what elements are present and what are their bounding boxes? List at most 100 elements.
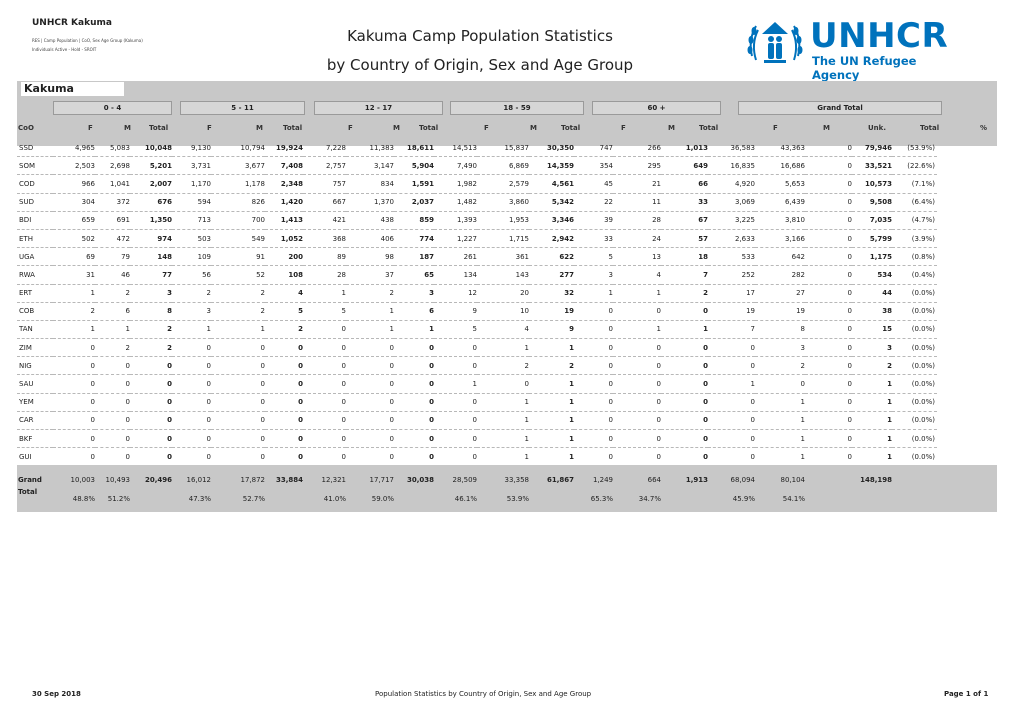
value-cell: 503 [172, 229, 211, 249]
value-cell: 774 [394, 229, 434, 249]
value-cell: 691 [95, 211, 130, 230]
value-cell: 2 [211, 302, 265, 321]
value-cell: 700 [211, 211, 265, 230]
value-cell: 10,794 [211, 139, 265, 158]
value-cell: 0 [574, 429, 613, 449]
value-cell: 966 [53, 174, 95, 194]
title-line-2: by Country of Origin, Sex and Age Group [326, 56, 634, 74]
value-cell: 252 [708, 265, 755, 285]
grand-total-percent: 34.7% [638, 495, 661, 503]
percent-cell: (0.0%) [892, 447, 937, 467]
percent-cell: (0.0%) [892, 429, 937, 449]
value-cell: 11 [613, 193, 661, 212]
country-code-cell: SOM [17, 156, 53, 176]
value-cell: 33 [661, 193, 708, 212]
value-cell: 1,175 [852, 247, 892, 267]
value-cell: 3,166 [755, 229, 805, 249]
value-cell: 1 [53, 320, 95, 340]
grand-total-value: 10,493 [105, 476, 131, 484]
table-row: SOM 2,503 2,698 5,201 3,731 3,677 7,408 2,757 3,… [17, 156, 937, 176]
value-cell: 0 [303, 374, 346, 394]
value-cell: 66 [661, 174, 708, 194]
value-cell: 27 [755, 284, 805, 303]
value-cell: 69 [53, 247, 95, 267]
value-cell: 6,869 [477, 156, 529, 176]
value-cell: 0 [95, 356, 130, 376]
grand-total-label-line2: Total [18, 488, 38, 496]
value-cell: 1 [477, 429, 529, 449]
value-cell: 3,346 [529, 211, 574, 230]
value-cell: 659 [53, 211, 95, 230]
country-code-cell: BDI [17, 211, 53, 230]
percent-cell: (4.7%) [892, 211, 937, 230]
value-cell: 0 [172, 356, 211, 376]
value-cell: 2 [852, 356, 892, 376]
value-cell: 0 [434, 429, 477, 449]
table-row: TAN 1 1 2 1 1 2 0 1 1 5 4 9 0 1 1 7 8 0 15 (0.0%) [17, 320, 937, 340]
table-row: SUD 304 372 676 594 826 1,420 667 1,370 2,037 1,48… [17, 193, 937, 212]
value-cell: 4,920 [708, 174, 755, 194]
value-cell: 33 [574, 229, 613, 249]
value-cell: 0 [172, 338, 211, 358]
value-cell: 0 [805, 447, 852, 467]
value-cell: 0 [805, 139, 852, 158]
table-row: YEM 0 0 0 0 0 0 0 0 0 0 1 1 0 0 0 0 1 0 1 (0.0%) [17, 393, 937, 412]
value-cell: 277 [529, 265, 574, 285]
value-cell: 57 [661, 229, 708, 249]
value-cell: 0 [95, 411, 130, 431]
grand-total-value: 12,321 [321, 476, 347, 484]
country-code-cell: COB [17, 302, 53, 321]
col-header-coo: CoO [18, 124, 34, 132]
value-cell: 0 [211, 393, 265, 412]
value-cell: 0 [613, 374, 661, 394]
grand-total-value: 10,003 [70, 476, 96, 484]
value-cell: 5,653 [755, 174, 805, 194]
value-cell: 0 [172, 374, 211, 394]
value-cell: 0 [53, 447, 95, 467]
value-cell: 1 [394, 320, 434, 340]
col-header-f: F [348, 124, 353, 132]
value-cell: 8 [755, 320, 805, 340]
group-header-0-4: 0 - 4 [53, 101, 172, 115]
value-cell: 13 [613, 247, 661, 267]
value-cell: 0 [661, 393, 708, 412]
value-cell: 1 [529, 374, 574, 394]
value-cell: 0 [394, 429, 434, 449]
col-header-f: F [207, 124, 212, 132]
value-cell: 0 [394, 447, 434, 467]
footer-page-number: Page 1 of 1 [944, 690, 989, 698]
page-title: Kakuma Camp Population Statistics by Cou… [280, 22, 680, 80]
value-cell: 757 [303, 174, 346, 194]
table-row: UGA 69 79 148 109 91 200 89 98 187 261 361 622 5 13 18 5… [17, 247, 937, 267]
grand-total-value: 20,496 [144, 476, 172, 484]
value-cell: 2,757 [303, 156, 346, 176]
unhcr-emblem-icon [747, 22, 803, 63]
value-cell: 0 [303, 447, 346, 467]
value-cell: 2,942 [529, 229, 574, 249]
value-cell: 594 [172, 193, 211, 212]
value-cell: 0 [805, 265, 852, 285]
value-cell: 502 [53, 229, 95, 249]
value-cell: 0 [346, 374, 394, 394]
country-code-cell: YEM [17, 393, 53, 412]
title-line-1: Kakuma Camp Population Statistics [347, 27, 613, 45]
value-cell: 3,069 [708, 193, 755, 212]
col-header-total: Total [283, 124, 303, 132]
value-cell: 642 [755, 247, 805, 267]
value-cell: 438 [346, 211, 394, 230]
value-cell: 56 [172, 265, 211, 285]
value-cell: 0 [661, 338, 708, 358]
percent-cell: (7.1%) [892, 174, 937, 194]
value-cell: 1 [303, 284, 346, 303]
value-cell: 0 [613, 356, 661, 376]
value-cell: 3 [755, 338, 805, 358]
value-cell: 1 [755, 393, 805, 412]
value-cell: 3,677 [211, 156, 265, 176]
value-cell: 89 [303, 247, 346, 267]
table-row: GUI 0 0 0 0 0 0 0 0 0 0 1 1 0 0 0 0 1 0 1 (0.0%) [17, 447, 937, 467]
value-cell: 2,037 [394, 193, 434, 212]
value-cell: 28 [613, 211, 661, 230]
value-cell: 0 [211, 338, 265, 358]
value-cell: 2,698 [95, 156, 130, 176]
value-cell: 7,228 [303, 139, 346, 158]
